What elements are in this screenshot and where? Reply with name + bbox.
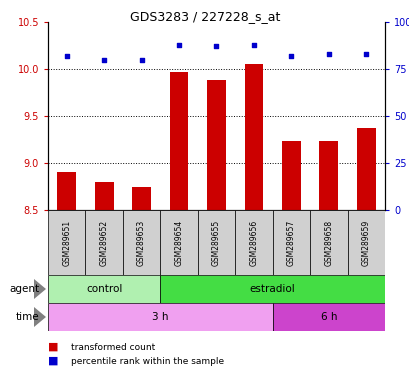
Text: GDS3283 / 227228_s_at: GDS3283 / 227228_s_at (130, 10, 279, 23)
Point (362, 51, 369, 57)
Bar (272, 303, 384, 331)
Text: transformed count: transformed count (70, 343, 155, 351)
Point (325, 51, 331, 57)
Bar (356, 128, 375, 210)
Point (63, 53, 70, 59)
Text: estradiol: estradiol (249, 284, 295, 294)
Bar (244, 64, 263, 210)
Text: GSM289651: GSM289651 (62, 219, 71, 266)
Bar (207, 80, 225, 210)
Text: ■: ■ (48, 342, 58, 352)
Bar (85, 210, 123, 275)
Text: GSM289653: GSM289653 (137, 219, 146, 266)
Point (138, 56, 144, 63)
Bar (123, 210, 160, 275)
Text: GSM289656: GSM289656 (249, 219, 258, 266)
Point (175, 41, 182, 48)
Text: time: time (16, 312, 40, 322)
Text: GSM289655: GSM289655 (211, 219, 220, 266)
Bar (169, 72, 188, 210)
Text: GSM289657: GSM289657 (286, 219, 295, 266)
Bar (48, 210, 85, 275)
Point (213, 43, 219, 50)
Point (101, 56, 107, 63)
Bar (309, 210, 347, 275)
Bar (281, 141, 300, 210)
Bar (319, 141, 337, 210)
Point (288, 53, 294, 59)
Bar (48, 275, 160, 303)
Text: agent: agent (10, 284, 40, 294)
Bar (48, 303, 272, 331)
Text: 3 h: 3 h (152, 312, 168, 322)
Text: percentile rank within the sample: percentile rank within the sample (70, 356, 223, 366)
Text: GSM289652: GSM289652 (99, 219, 108, 266)
Text: control: control (86, 284, 122, 294)
Text: ■: ■ (48, 356, 58, 366)
Text: GSM289658: GSM289658 (324, 219, 333, 266)
Text: GSM289654: GSM289654 (174, 219, 183, 266)
Point (250, 41, 256, 48)
Bar (160, 210, 197, 275)
Bar (235, 210, 272, 275)
Bar (132, 187, 151, 210)
Bar (347, 210, 384, 275)
Polygon shape (34, 279, 46, 299)
Bar (272, 210, 309, 275)
Text: GSM289659: GSM289659 (361, 219, 370, 266)
Bar (197, 210, 235, 275)
Text: 6 h: 6 h (320, 312, 336, 322)
Polygon shape (34, 307, 46, 327)
Bar (160, 275, 384, 303)
Bar (57, 172, 76, 210)
Bar (94, 182, 113, 210)
